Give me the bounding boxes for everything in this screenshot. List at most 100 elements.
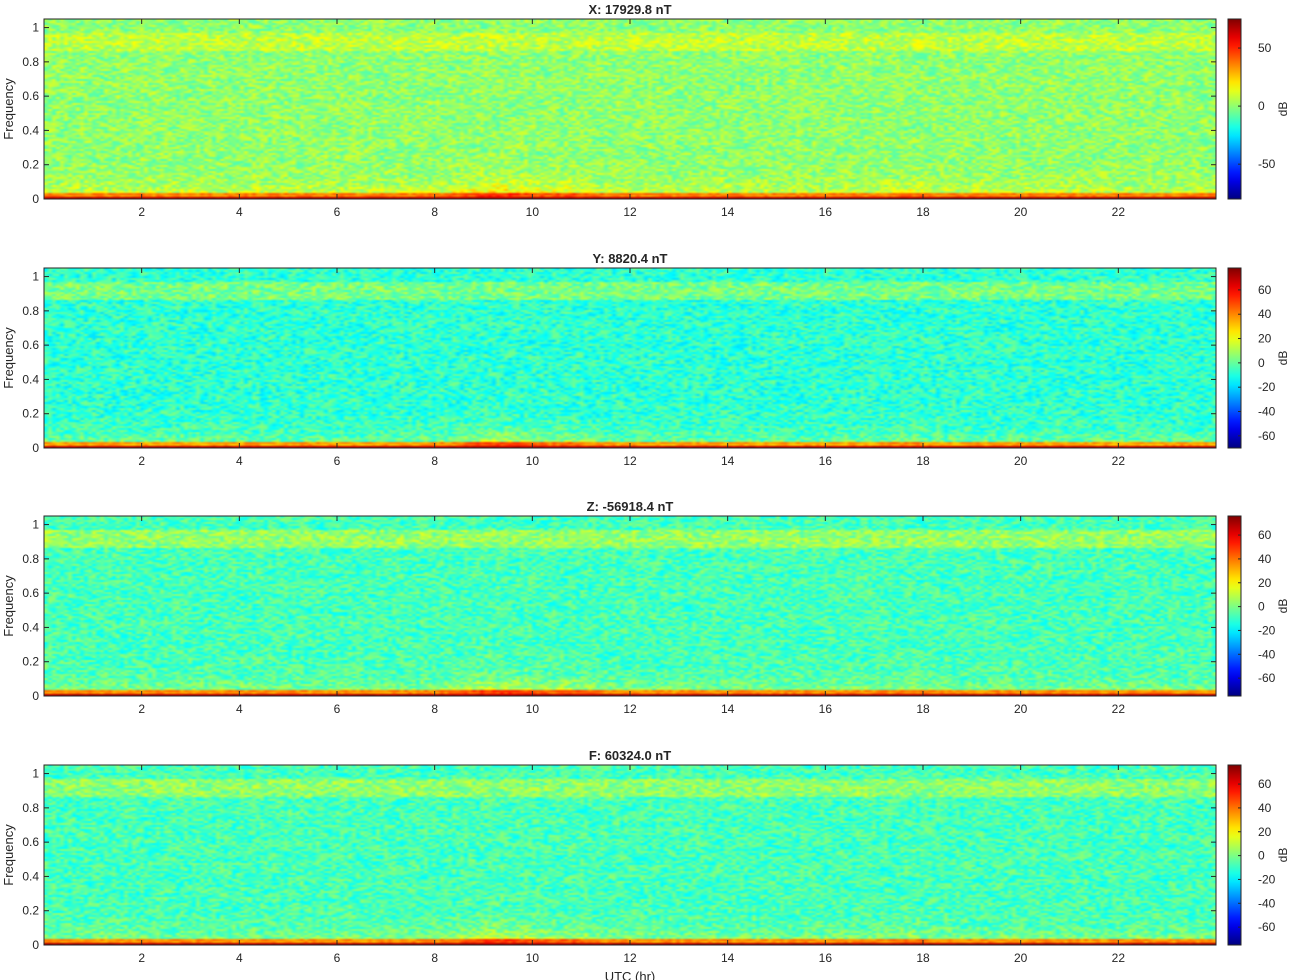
y-tick-label: 0.6 [22, 338, 39, 352]
x-tick-label: 4 [236, 702, 243, 716]
x-tick-label: 4 [236, 454, 243, 468]
x-tick-label: 14 [721, 951, 735, 965]
colorbar-label: dB [1276, 351, 1290, 366]
y-tick-label: 0.8 [22, 552, 39, 566]
y-tick-label: 0.2 [22, 158, 39, 172]
y-tick-label: 1 [32, 518, 39, 532]
x-tick-label: 2 [138, 454, 145, 468]
y-tick-label: 0.4 [22, 372, 39, 386]
y-tick-label: 0.2 [22, 407, 39, 421]
y-tick-label: 0.8 [22, 801, 39, 815]
x-tick-label: 22 [1112, 702, 1126, 716]
x-tick-label: 20 [1014, 702, 1028, 716]
x-tick-label: 22 [1112, 951, 1126, 965]
colorbar-tick-label: -40 [1258, 896, 1276, 910]
y-tick-label: 1 [32, 270, 39, 284]
x-tick-label: 18 [916, 205, 930, 219]
colorbar-tick-label: -60 [1258, 920, 1276, 934]
colorbar-tick-label: 40 [1258, 552, 1272, 566]
panel-title: F: 60324.0 nT [589, 748, 671, 763]
x-tick-label: 14 [721, 205, 735, 219]
x-tick-label: 4 [236, 205, 243, 219]
spectrogram-image [44, 765, 1216, 945]
colorbar-label: dB [1276, 848, 1290, 863]
y-tick-label: 0.4 [22, 869, 39, 883]
x-tick-label: 6 [334, 205, 341, 219]
x-tick-label: 22 [1112, 454, 1126, 468]
colorbar-tick-label: -50 [1258, 157, 1276, 171]
x-tick-label: 4 [236, 951, 243, 965]
colorbar-tick-label: -40 [1258, 405, 1276, 419]
colorbar-label: dB [1276, 599, 1290, 614]
y-axis-label: Frequency [1, 824, 16, 886]
x-tick-label: 8 [431, 951, 438, 965]
x-tick-label: 18 [916, 454, 930, 468]
y-tick-label: 0.8 [22, 304, 39, 318]
colorbar-tick-label: 40 [1258, 801, 1272, 815]
y-axis-label: Frequency [1, 327, 16, 389]
x-tick-label: 16 [819, 205, 833, 219]
colorbar-scale [1227, 515, 1242, 697]
colorbar-tick-label: 60 [1258, 528, 1272, 542]
y-tick-label: 0.8 [22, 55, 39, 69]
spectrogram-panel: 2 4 6 8 10 12 14 16 18 20 22 0 0.2 0.4 0.6 0.8 1 Y: 8820.… [1, 251, 1290, 468]
x-tick-label: 20 [1014, 951, 1028, 965]
x-tick-label: 2 [138, 702, 145, 716]
colorbar: 50 0 -50 dB [1227, 18, 1290, 200]
x-tick-label: 2 [138, 951, 145, 965]
x-tick-label: 6 [334, 951, 341, 965]
colorbar-scale [1227, 267, 1242, 449]
x-tick-label: 16 [819, 951, 833, 965]
x-tick-label: 12 [623, 951, 637, 965]
colorbar-scale [1227, 764, 1242, 946]
colorbar-label: dB [1276, 102, 1290, 117]
colorbar-tick-label: 60 [1258, 283, 1272, 297]
y-tick-label: 0.4 [22, 123, 39, 137]
colorbar-tick-label: -20 [1258, 872, 1276, 886]
colorbar-tick-label: -20 [1258, 380, 1276, 394]
panel-title: X: 17929.8 nT [588, 2, 671, 17]
x-tick-label: 12 [623, 702, 637, 716]
x-tick-label: 10 [526, 454, 540, 468]
colorbar-tick-label: 0 [1258, 600, 1265, 614]
colorbar-tick-label: 20 [1258, 825, 1272, 839]
colorbar-tick-label: -60 [1258, 671, 1276, 685]
y-tick-label: 0 [32, 938, 39, 952]
y-tick-label: 1 [32, 767, 39, 781]
panel-title: Y: 8820.4 nT [593, 251, 668, 266]
x-tick-label: 20 [1014, 454, 1028, 468]
x-tick-label: 16 [819, 454, 833, 468]
spectrogram-image [44, 516, 1216, 696]
colorbar-tick-label: 0 [1258, 356, 1265, 370]
y-axis-label: Frequency [1, 78, 16, 140]
spectrogram-image [44, 268, 1216, 448]
x-tick-label: 22 [1112, 205, 1126, 219]
x-tick-label: 8 [431, 205, 438, 219]
colorbar-tick-label: 20 [1258, 332, 1272, 346]
x-tick-label: 8 [431, 454, 438, 468]
colorbar-tick-label: 20 [1258, 576, 1272, 590]
x-tick-label: 8 [431, 702, 438, 716]
x-tick-label: 12 [623, 454, 637, 468]
colorbar-tick-label: 50 [1258, 41, 1272, 55]
x-tick-label: 14 [721, 454, 735, 468]
x-axis-label: UTC (hr) [605, 969, 656, 980]
colorbar: 60 40 20 0 -20 -40 -60 dB [1227, 267, 1290, 449]
y-axis-label: Frequency [1, 575, 16, 637]
spectrogram-panel: 2 4 6 8 10 12 14 16 18 20 22 0 0.2 0.4 0.6 0.8 1 X: 17929… [1, 2, 1290, 219]
x-tick-label: 20 [1014, 205, 1028, 219]
y-tick-label: 0.2 [22, 655, 39, 669]
x-tick-label: 6 [334, 702, 341, 716]
y-tick-label: 0 [32, 689, 39, 703]
y-tick-label: 0 [32, 441, 39, 455]
colorbar-tick-label: 0 [1258, 849, 1265, 863]
colorbar-scale [1227, 18, 1242, 200]
y-tick-label: 0.6 [22, 89, 39, 103]
y-tick-label: 0.4 [22, 620, 39, 634]
x-tick-label: 18 [916, 702, 930, 716]
colorbar-tick-label: -60 [1258, 429, 1276, 443]
x-tick-label: 14 [721, 702, 735, 716]
colorbar-tick-label: 40 [1258, 307, 1272, 321]
colorbar-tick-label: -20 [1258, 623, 1276, 637]
x-tick-label: 12 [623, 205, 637, 219]
